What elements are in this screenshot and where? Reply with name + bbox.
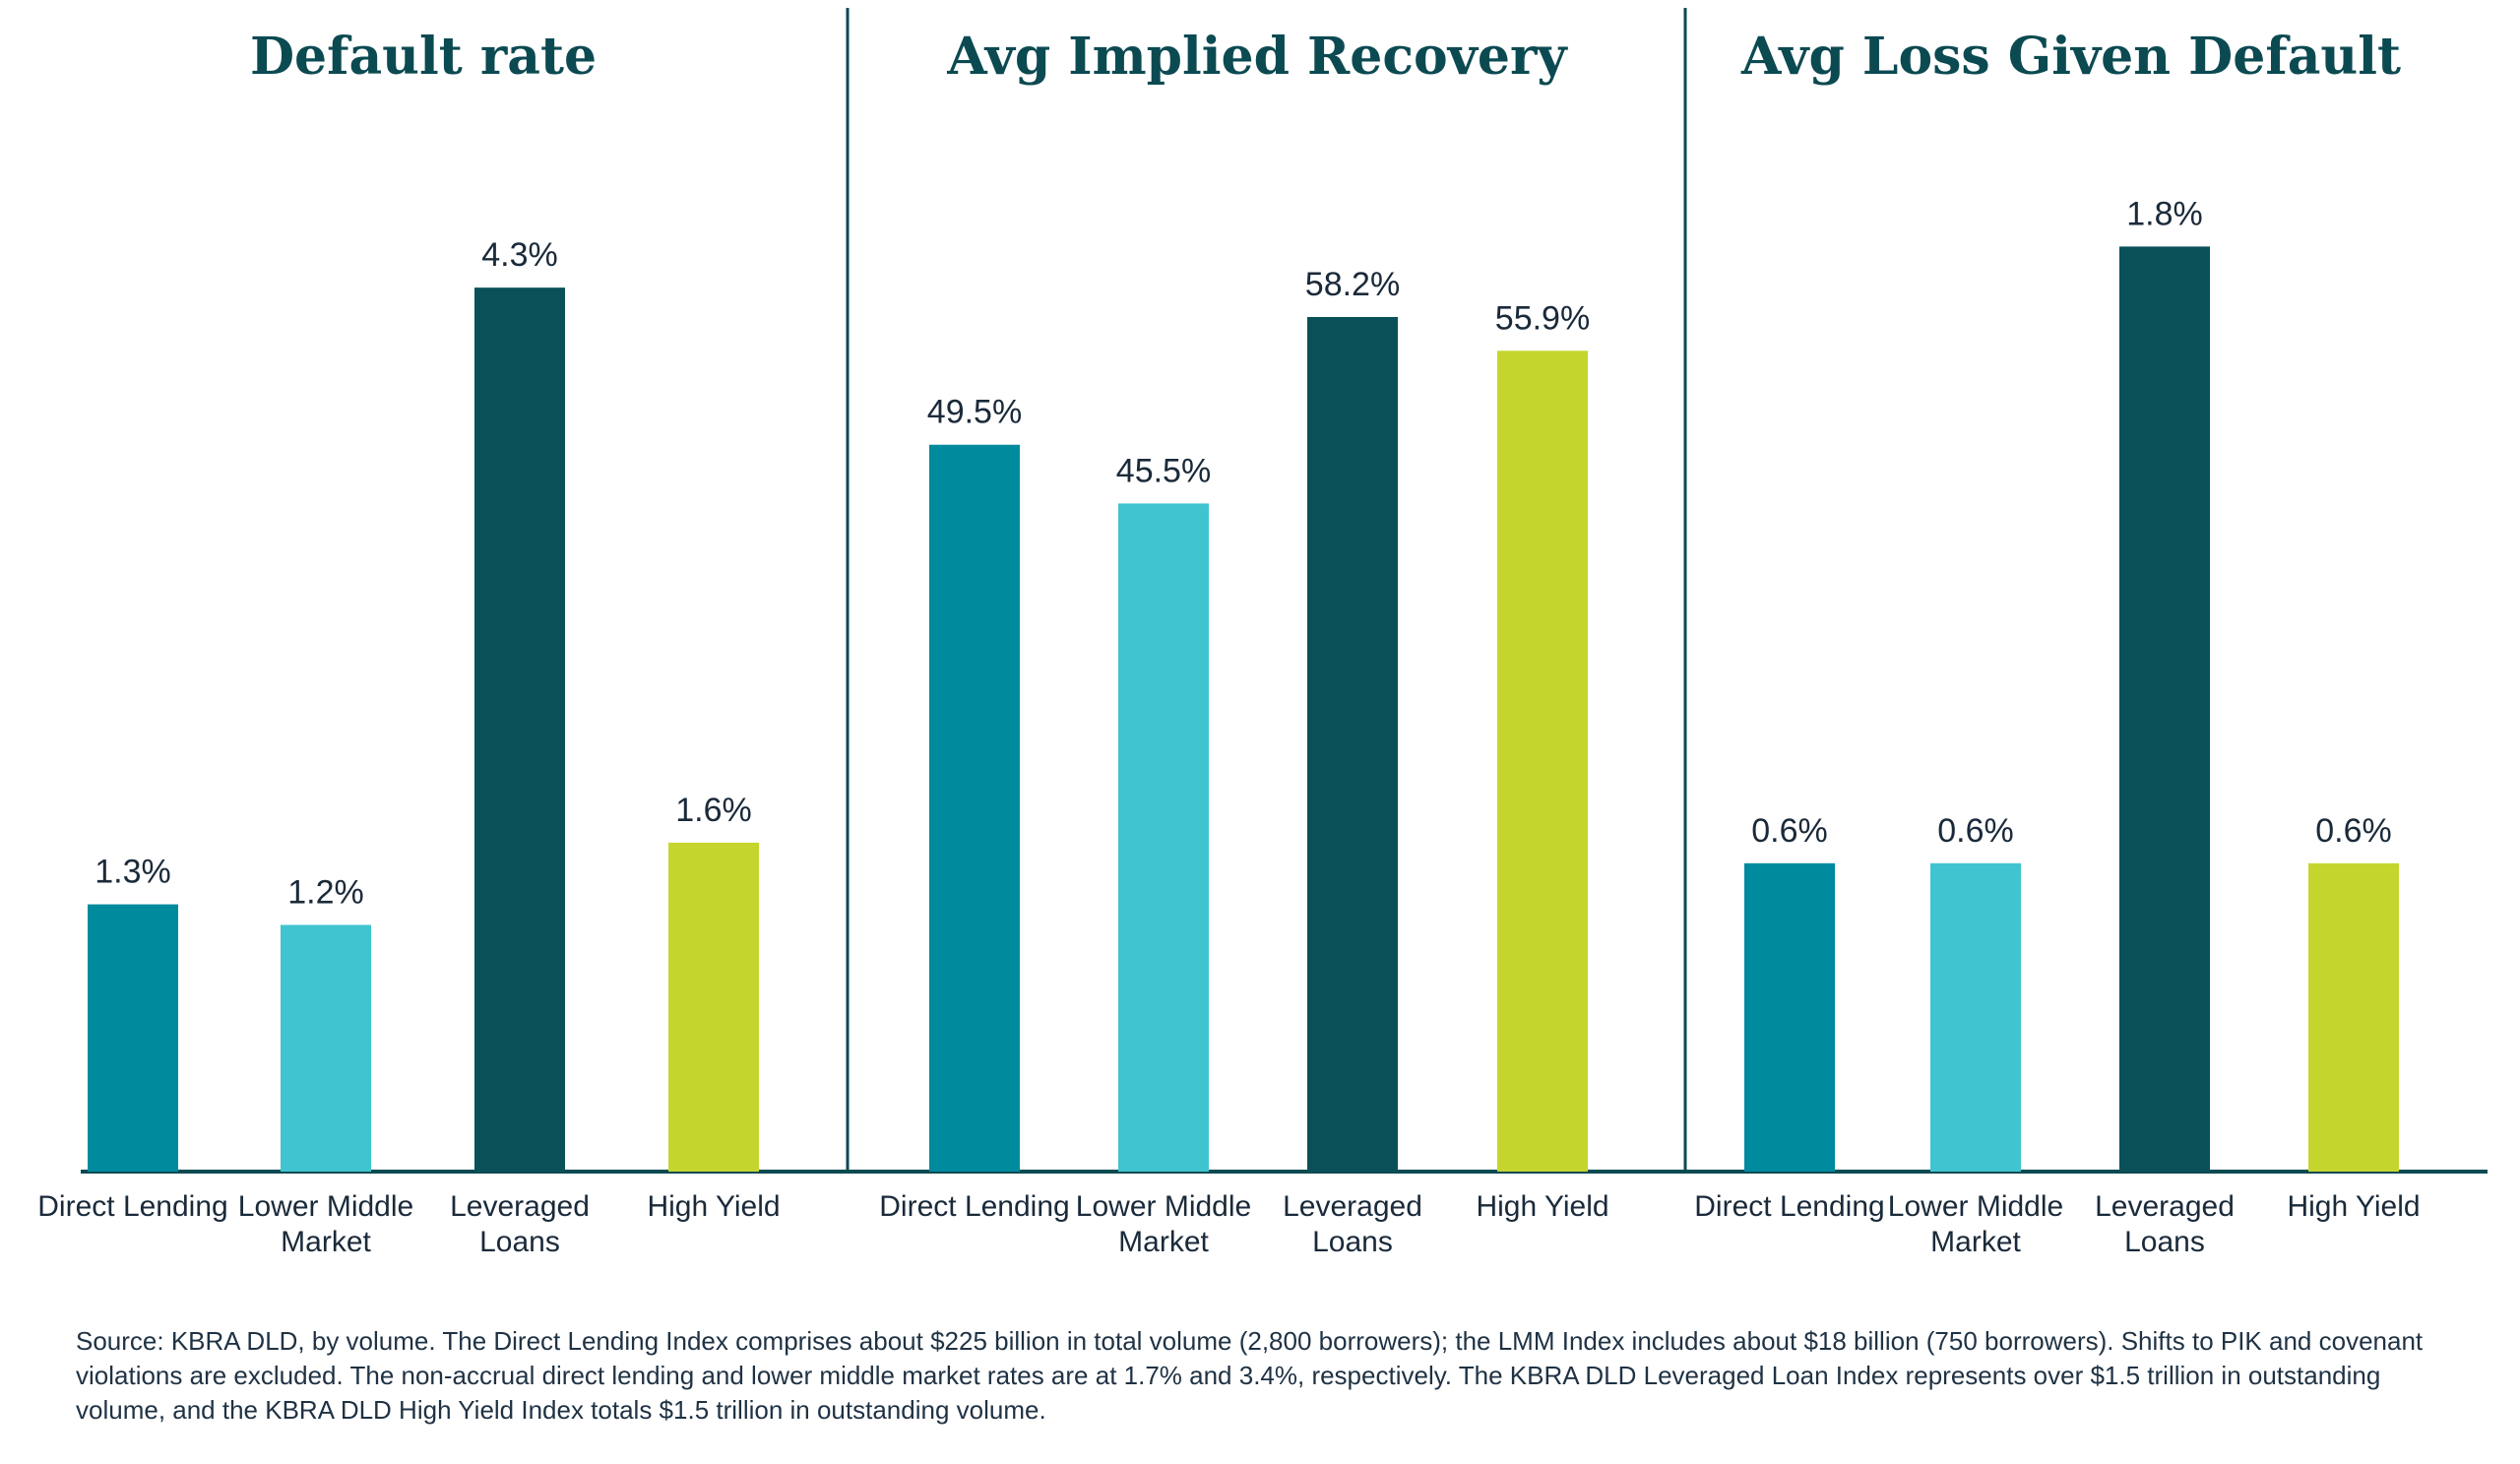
bar	[1930, 862, 2021, 1172]
bar	[1744, 862, 1835, 1172]
x-tick-label: High Yield	[1476, 1190, 1609, 1223]
value-label: 0.6%	[2315, 812, 2392, 850]
value-label: 1.6%	[675, 792, 752, 829]
x-tick-label: Leveraged Loans	[1283, 1190, 1422, 1258]
value-label: 0.6%	[1937, 812, 2014, 850]
footnote: Source: KBRA DLD, by volume. The Direct …	[76, 1326, 2424, 1425]
chart-title: Default rate	[250, 27, 597, 87]
x-tick-label: Leveraged Loans	[2095, 1190, 2235, 1258]
value-label: 4.3%	[481, 236, 558, 274]
x-tick-label: High Yield	[647, 1190, 781, 1223]
x-tick-label: Lower Middle Market	[1075, 1190, 1252, 1258]
bar	[2308, 862, 2399, 1172]
chart: Default rate 1.3% 1.2% 4.3% 1.6% Avg Implied …	[81, 8, 2488, 1174]
x-tick-label: Direct Lending	[37, 1190, 228, 1223]
bar	[929, 444, 1020, 1172]
value-label: 1.3%	[94, 854, 171, 891]
value-label: 0.6%	[1751, 812, 1828, 850]
x-tick-label: Lower Middle Market	[1887, 1190, 2064, 1258]
x-tick-label: Leveraged Loans	[450, 1190, 590, 1258]
value-label: 55.9%	[1495, 299, 1590, 337]
bar	[281, 924, 371, 1172]
x-tick-label: Direct Lending	[879, 1190, 1070, 1223]
chart-title: Avg Implied Recovery	[946, 27, 1568, 87]
x-tick-label: High Yield	[2287, 1190, 2421, 1223]
chart-title: Avg Loss Given Default	[1740, 27, 2401, 87]
x-tick-label: Direct Lending	[1694, 1190, 1885, 1223]
bar	[668, 842, 759, 1172]
bar	[88, 904, 178, 1172]
bar	[474, 287, 565, 1172]
value-label: 45.5%	[1116, 452, 1211, 489]
value-label: 58.2%	[1305, 266, 1400, 303]
bar	[1307, 316, 1398, 1172]
bar	[1497, 350, 1588, 1172]
bar	[1118, 503, 1209, 1172]
value-label: 1.2%	[287, 873, 364, 911]
bar	[2119, 246, 2210, 1172]
value-label: 1.8%	[2126, 195, 2203, 232]
value-label: 49.5%	[927, 394, 1022, 431]
x-tick-label: Lower Middle Market	[237, 1190, 414, 1258]
